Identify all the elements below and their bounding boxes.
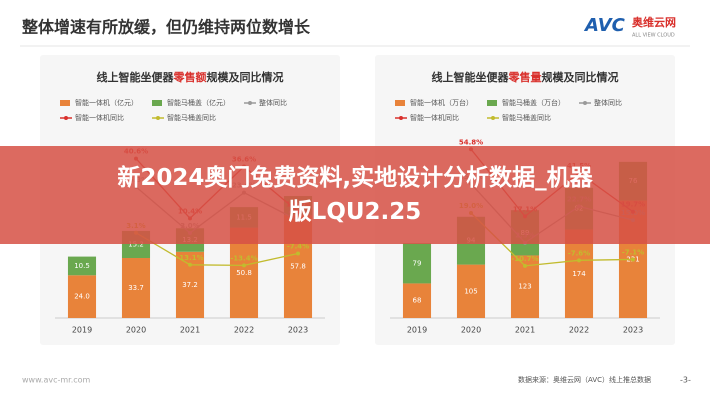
x-tick-label: 2021 [180,326,200,335]
bar [402,283,432,318]
chart-title-part: 规模及同比情况 [542,70,619,84]
x-tick-label: 2019 [72,326,92,335]
legend-label: 智能马桶盖（万台） [502,98,565,107]
website: www.avc-mr.com [22,376,91,385]
chart-title-part: 零售量 [508,70,542,84]
legend-label: 智能一体机同比 [410,113,459,122]
line-label: -7.6% [568,249,590,257]
legend-swatch [491,116,495,120]
banner-line: 版LQU2.25 [288,199,422,225]
legend-swatch [156,116,160,120]
x-tick-label: 2023 [288,326,308,335]
line-point [188,262,192,267]
bar-label: 10.5 [74,262,90,270]
bar-label: 68 [413,297,422,305]
x-tick-label: 2020 [126,326,146,335]
line-label: -7.4% [287,243,309,251]
legend-label: 整体同比 [259,98,287,107]
line-point [296,251,300,256]
line-point [577,258,581,263]
bar-label: 79 [413,259,422,267]
legend-swatch [60,100,70,106]
legend-label: 智能一体机（万台） [410,98,473,107]
legend-swatch [583,101,587,105]
legend-label: 整体同比 [594,98,622,107]
line-label: -7.1% [622,248,644,256]
bar [456,264,486,318]
x-tick-label: 2019 [407,326,427,335]
bar [67,275,97,318]
x-tick-label: 2023 [623,326,643,335]
x-tick-label: 2020 [461,326,481,335]
bar [564,229,594,318]
bar-label: 37.2 [182,281,198,289]
bar [67,256,97,276]
bar-label: 123 [518,283,531,291]
legend-swatch [395,100,405,106]
bar-label: 50.8 [236,269,252,277]
bar-label: 105 [464,287,477,295]
x-tick-label: 2022 [234,326,254,335]
bar-label: 24.0 [74,293,90,301]
x-tick-label: 2022 [569,326,589,335]
legend-swatch [399,116,403,120]
legend-swatch [64,116,68,120]
chart-title-part: 规模及同比情况 [207,70,284,84]
source: 数据来源：奥维云网（AVC）线上推总数据 [518,375,651,384]
bar-label: 33.7 [128,284,144,292]
legend-label: 智能一体机（亿元） [75,98,138,107]
legend-label: 智能马桶盖同比 [502,113,551,122]
chart-title: 线上智能坐便器零售额规模及同比情况 [97,70,284,84]
logo-cn: 奥维云网 [631,15,676,29]
banner: 新2024奥门兔费资料,实地设计分析数据_机器 版LQU2.25 [0,146,710,244]
bar-label: 57.8 [290,263,306,271]
logo-en: ALL VIEW CLOUD [632,33,675,39]
chart-title-part: 线上智能坐便器 [97,70,175,84]
line-point [242,263,246,268]
x-tick-label: 2021 [515,326,535,335]
bar [121,258,151,318]
legend-swatch [487,100,497,106]
chart-title: 线上智能坐便器零售量规模及同比情况 [432,70,619,84]
bar [402,243,432,284]
bar-label: 15.2 [128,240,144,248]
bar-label: 174 [572,270,586,278]
page-number: -3- [680,376,691,385]
legend-swatch [248,101,252,105]
line-label: -13.4% [230,254,257,262]
logo: AVC [583,15,626,36]
line [135,232,299,267]
chart-title-part: 零售额 [173,70,207,84]
legend-label: 智能马桶盖同比 [167,113,216,122]
line-point [523,263,527,268]
legend-label: 智能马桶盖（亿元） [167,98,230,107]
banner-line: 新2024奥门兔费资料,实地设计分析数据_机器 [117,165,593,191]
line-label: 54.8% [459,138,483,146]
line-point [631,257,635,262]
legend-swatch [152,100,162,106]
line-label: -10.7% [511,255,538,263]
legend-label: 智能一体机同比 [75,113,124,122]
line-label: -13.1% [176,254,203,262]
chart-title-part: 线上智能坐便器 [432,70,510,84]
slide-title: 整体增速有所放缓，但仍维持两位数增长 [21,18,311,37]
